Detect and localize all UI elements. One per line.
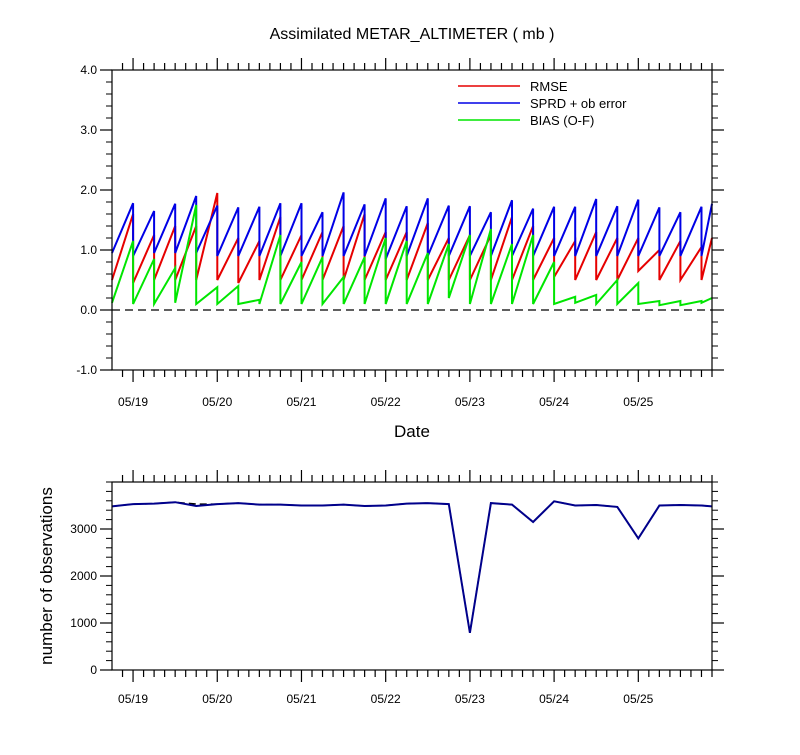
top-x-tick-label: 05/23 xyxy=(455,395,485,409)
bottom-ticks: 05/19 05/20 05/21 05/22 05/23 05/24 05/25 0 1000… xyxy=(70,470,724,706)
top-y-tick-label: 2.0 xyxy=(80,183,97,197)
assimilated-obs-line xyxy=(111,500,713,634)
top-x-tick-label: 05/25 xyxy=(623,395,653,409)
top-x-axis-label: Date xyxy=(394,422,430,441)
bottom-y-axis-label: number of observations xyxy=(37,487,56,665)
top-series-group xyxy=(111,192,713,311)
bottom-y-tick-label: 0 xyxy=(90,663,97,677)
bottom-plot-frame xyxy=(111,481,713,671)
bottom-x-tick-label: 05/23 xyxy=(455,692,485,706)
bottom-x-tick-label: 05/20 xyxy=(202,692,232,706)
top-chart-title: Assimilated METAR_ALTIMETER ( mb ) xyxy=(270,26,555,43)
bottom-y-tick-label: 2000 xyxy=(70,569,97,583)
bottom-x-tick-label: 05/25 xyxy=(623,692,653,706)
bottom-series-group xyxy=(111,500,713,634)
legend: RMSE SPRD + ob error BIAS (O-F) xyxy=(458,79,627,128)
top-y-tick-label: -1.0 xyxy=(76,363,97,377)
bottom-x-tick-label: 05/22 xyxy=(371,692,401,706)
bottom-x-tick-label: 05/19 xyxy=(118,692,148,706)
top-x-tick-label: 05/20 xyxy=(202,395,232,409)
bias-line xyxy=(111,204,713,308)
top-x-tick-label: 05/24 xyxy=(539,395,569,409)
top-y-tick-label: 1.0 xyxy=(80,243,97,257)
bottom-x-tick-label: 05/24 xyxy=(539,692,569,706)
bottom-y-tick-label: 3000 xyxy=(70,522,97,536)
top-x-tick-label: 05/21 xyxy=(286,395,316,409)
top-y-tick-label: 4.0 xyxy=(80,63,97,77)
top-x-tick-label: 05/22 xyxy=(371,395,401,409)
bottom-x-tick-label: 05/21 xyxy=(286,692,316,706)
top-x-tick-label: 05/19 xyxy=(118,395,148,409)
possible-obs-line xyxy=(111,500,713,633)
legend-label-rmse: RMSE xyxy=(530,79,568,94)
top-plot-frame xyxy=(111,69,713,371)
legend-label-sprd: SPRD + ob error xyxy=(530,96,627,111)
top-ticks: 05/19 05/20 05/21 05/22 05/23 05/24 05/25 -1.0 0… xyxy=(76,58,724,409)
bottom-y-tick-label: 1000 xyxy=(70,616,97,630)
sprd-line xyxy=(111,192,713,260)
top-y-tick-label: 3.0 xyxy=(80,123,97,137)
legend-label-bias: BIAS (O-F) xyxy=(530,113,594,128)
top-y-tick-label: 0.0 xyxy=(80,303,97,317)
